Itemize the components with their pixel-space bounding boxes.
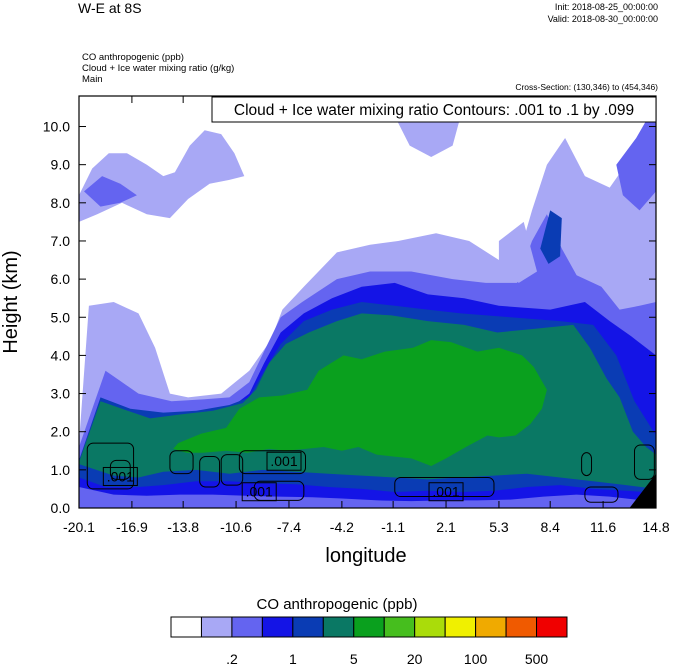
field-name-main: Main: [82, 74, 103, 85]
y-tick-label: 9.0: [51, 157, 71, 173]
cloud-contours: .001 .001 .001 .001: [86, 442, 655, 503]
colorbar-box-7: [383, 616, 416, 638]
x-tick-label: -4.2: [330, 519, 354, 535]
colorbar-box-4: [292, 616, 324, 638]
contour-label-2: .001: [241, 482, 277, 502]
init-time: Init: 2018-08-25_00:00:00: [554, 2, 658, 12]
colorbar-box-1: [200, 616, 233, 638]
x-tick-label: -10.6: [220, 519, 252, 535]
colorbar-label: 500: [525, 651, 549, 667]
x-axis-label: longitude: [325, 545, 406, 567]
contour-label-box: [266, 451, 302, 471]
x-tick-label: -13.8: [167, 519, 199, 535]
contour-label-3: .001: [428, 482, 464, 502]
x-tick-label: -16.9: [116, 519, 148, 535]
contour-label-box: [241, 482, 277, 502]
contour-label-1: .001: [266, 451, 302, 471]
co-bottom-band-2: [79, 487, 656, 508]
cloud-contour-3: [199, 456, 221, 488]
y-tick-label: 5.0: [51, 309, 71, 325]
y-tick-label: 1.0: [51, 462, 71, 478]
colorbar-box-10: [475, 616, 507, 638]
colorbar-box-8: [414, 616, 446, 638]
colorbar-title: CO anthropogenic (ppb): [256, 596, 418, 613]
contour-label-text: .001: [107, 468, 134, 484]
y-tick-label: 10.0: [43, 119, 70, 135]
valid-time: Valid: 2018-08-30_00:00:00: [547, 14, 658, 24]
cloud-contour-0: [86, 442, 135, 490]
axes: -20.1 -16.9 -13.8 -10.6 -7.4 -4.2 -1.1 2.1 5.3 8.…: [43, 96, 670, 535]
contour-label-text: .001: [246, 484, 273, 500]
y-axis-label: Height (km): [0, 250, 22, 353]
contour-label-0: .001: [102, 466, 138, 486]
colorbar-label: 1: [289, 651, 297, 667]
colorbar-box-3: [261, 616, 294, 638]
plot-title: W-E at 8S: [78, 0, 142, 16]
x-tick-label: 11.6: [590, 519, 616, 535]
contour-info-text: Cloud + Ice water mixing ratio Contours:…: [234, 102, 634, 119]
x-tick-label: -1.1: [381, 519, 405, 535]
colorbar-box-2: [231, 616, 263, 638]
x-tick-label: -20.1: [63, 519, 95, 535]
x-tick-label: -7.4: [277, 519, 301, 535]
x-tick-label: 2.1: [436, 519, 456, 535]
contour-label-text: .001: [270, 453, 297, 469]
y-tick-label: 3.0: [51, 386, 71, 402]
y-tick-label: 4.0: [51, 347, 71, 363]
x-tick-label: 14.8: [642, 519, 669, 535]
colorbar-box-12: [536, 616, 568, 638]
contour-label-box: [102, 466, 138, 486]
co-upper-patch-3: [498, 221, 537, 283]
y-tick-label: 6.0: [51, 271, 71, 287]
colorbar-box-6: [353, 616, 385, 638]
cloud-contour-2: [169, 450, 194, 475]
colorbar-box-5: [322, 616, 355, 638]
cloud-contour-7: [394, 476, 495, 498]
cloud-contour-4: [220, 454, 244, 486]
contour-info-box: Cloud + Ice water mixing ratio Contours:…: [211, 96, 657, 123]
terrain: [629, 473, 656, 508]
colorbar-box-11: [505, 616, 538, 638]
colorbar: .2 1 5 20 100 500: [170, 616, 568, 667]
co-upper-patch-5: [616, 103, 656, 211]
cloud-contour-8: [581, 452, 593, 477]
co-upper-patch-4: [540, 210, 562, 264]
x-tick-label: 5.3: [489, 519, 509, 535]
field-name-co: CO anthropogenic (ppb): [82, 52, 184, 63]
colorbar-box-0: [170, 616, 202, 638]
y-tick-label: 0.0: [51, 500, 71, 516]
co-fill-patch-0: [173, 340, 547, 466]
field-name-cloud: Cloud + Ice water mixing ratio (g/kg): [82, 63, 235, 74]
cloud-contour-9: [584, 486, 619, 503]
cross-section-label: Cross-Section: (130,346) to (454,346): [515, 82, 658, 92]
plot-frame: [78, 95, 657, 509]
cloud-contour-5: [238, 450, 307, 475]
cloud-contour-6: [253, 480, 305, 501]
colorbar-label: .2: [226, 651, 238, 667]
y-tick-label: 8.0: [51, 195, 71, 211]
cloud-contour-10: [634, 444, 655, 480]
colorbar-label: 20: [407, 651, 423, 667]
y-tick-label: 7.0: [51, 233, 71, 249]
colorbar-box-9: [444, 616, 477, 638]
x-tick-label: 8.4: [540, 519, 560, 535]
y-tick-label: 2.0: [51, 424, 71, 440]
co-upper-patch-1: [84, 176, 137, 207]
contour-label-text: .001: [432, 484, 459, 500]
colorbar-label: 100: [464, 651, 488, 667]
colorbar-label: 5: [350, 651, 358, 667]
contour-label-box: [428, 482, 464, 502]
cloud-contour-1: [109, 459, 131, 480]
